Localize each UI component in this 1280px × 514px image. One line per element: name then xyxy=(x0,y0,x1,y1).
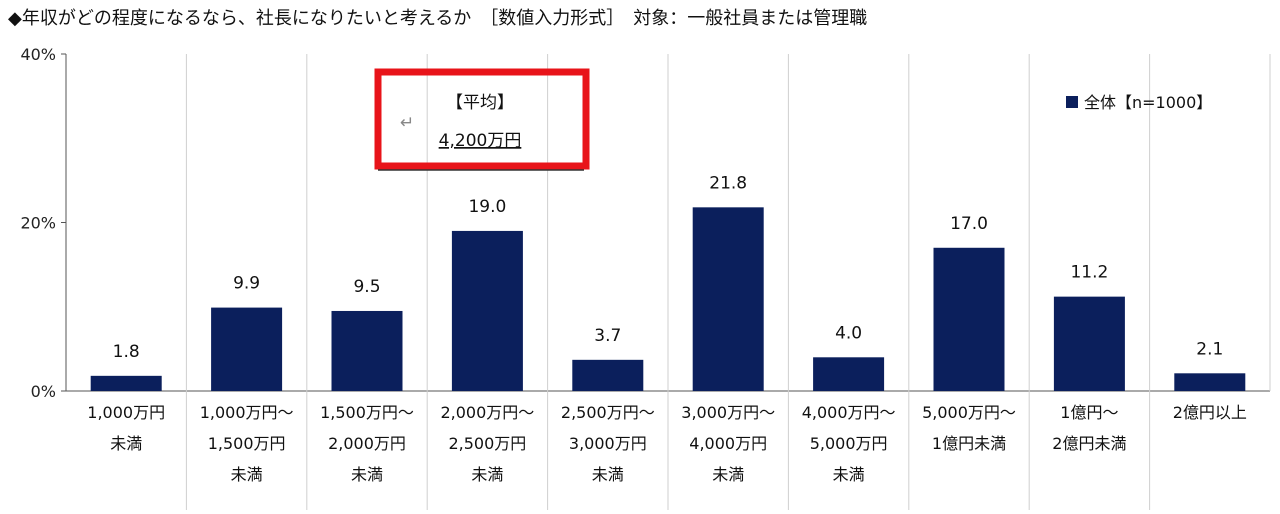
y-tick-label: 20% xyxy=(20,214,56,233)
category-label: 4,000万円 xyxy=(689,434,767,453)
category-label: 未満 xyxy=(712,465,744,484)
category-label: 2,500万円～ xyxy=(561,403,655,422)
average-callout: ↵ 【平均】 4,200万円 xyxy=(374,68,590,171)
bar xyxy=(1174,373,1246,391)
category-label: 未満 xyxy=(231,465,263,484)
category-label: 2,500万円 xyxy=(448,434,526,453)
y-tick-label: 0% xyxy=(31,382,56,401)
category-label: 1億円～ xyxy=(1060,403,1118,422)
bar xyxy=(1053,296,1125,391)
category-label: 5,000万円 xyxy=(810,434,888,453)
data-label: 4.0 xyxy=(835,323,862,343)
y-tick-labels: 0% 20% 40% xyxy=(20,45,66,401)
category-label: 未満 xyxy=(471,465,503,484)
category-label: 未満 xyxy=(592,465,624,484)
category-label: 3,000万円～ xyxy=(681,403,775,422)
data-label: 3.7 xyxy=(594,326,621,346)
chart-title: ◆年収がどの程度になるなら、社長になりたいと考えるか ［数値入力形式］ 対象：一… xyxy=(8,8,868,29)
average-box-border xyxy=(374,68,590,170)
data-label: 9.5 xyxy=(353,277,380,297)
bar xyxy=(451,230,523,391)
bar xyxy=(90,375,162,391)
data-label: 11.2 xyxy=(1070,263,1108,283)
legend-label: 全体【n=1000】 xyxy=(1084,93,1212,112)
data-label: 9.9 xyxy=(233,274,260,294)
bar xyxy=(211,307,283,391)
category-label: 1,000万円～ xyxy=(200,403,294,422)
category-label: 2,000万円 xyxy=(328,434,406,453)
category-label: 1,000万円 xyxy=(87,403,165,422)
category-label: 4,000万円～ xyxy=(802,403,896,422)
average-value: 4,200万円 xyxy=(439,131,522,151)
category-label: 2,000万円～ xyxy=(440,403,534,422)
y-tick-label: 40% xyxy=(20,45,56,64)
legend-swatch xyxy=(1066,96,1078,108)
data-label: 19.0 xyxy=(468,197,506,217)
category-label: 2億円未満 xyxy=(1052,434,1126,453)
return-arrow-icon: ↵ xyxy=(400,113,414,133)
category-label: 未満 xyxy=(351,465,383,484)
bar xyxy=(692,207,764,391)
category-labels: 1,000万円未満1,000万円～1,500万円未満1,500万円～2,000万… xyxy=(87,403,1247,484)
bar-series xyxy=(90,207,1246,391)
data-label: 17.0 xyxy=(950,214,988,234)
data-label: 2.1 xyxy=(1196,339,1223,359)
category-label: 未満 xyxy=(833,465,865,484)
legend: 全体【n=1000】 xyxy=(1066,93,1212,112)
data-labels: 1.8 9.9 9.5 19.0 3.7 21.8 4.0 17.0 11.2 2.1 xyxy=(113,173,1224,361)
data-label: 21.8 xyxy=(709,173,747,193)
bar xyxy=(572,359,644,391)
bar xyxy=(933,247,1005,391)
category-label: 未満 xyxy=(110,434,142,453)
category-label: 1,500万円 xyxy=(208,434,286,453)
bar xyxy=(331,310,403,391)
category-label: 1,500万円～ xyxy=(320,403,414,422)
category-label: 2億円以上 xyxy=(1173,403,1247,422)
bar xyxy=(813,357,885,391)
category-label: 5,000万円～ xyxy=(922,403,1016,422)
data-label: 1.8 xyxy=(113,342,140,362)
average-title: 【平均】 xyxy=(446,93,514,113)
category-label: 3,000万円 xyxy=(569,434,647,453)
category-label: 1億円未満 xyxy=(932,434,1006,453)
